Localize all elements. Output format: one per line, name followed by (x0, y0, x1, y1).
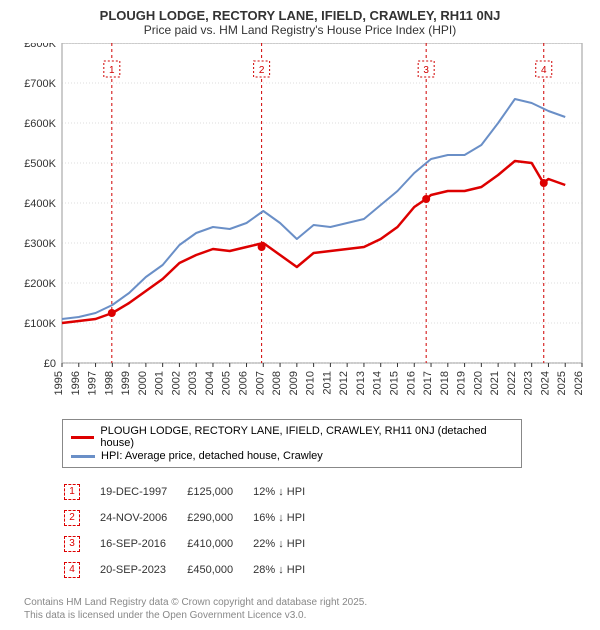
svg-text:1999: 1999 (120, 371, 132, 395)
marker-number-box: 1 (64, 484, 80, 500)
svg-text:1996: 1996 (70, 371, 82, 395)
marker-cell-date: 16-SEP-2016 (100, 532, 185, 556)
svg-text:2020: 2020 (472, 371, 484, 395)
marker-cell-delta: 12% ↓ HPI (253, 480, 323, 504)
footnote: Contains HM Land Registry data © Crown c… (24, 596, 588, 622)
table-row: 3 16-SEP-2016£410,00022% ↓ HPI (64, 532, 323, 556)
svg-text:2026: 2026 (573, 371, 585, 395)
svg-text:2004: 2004 (204, 371, 216, 395)
svg-text:£400K: £400K (24, 198, 56, 210)
marker-cell-date: 19-DEC-1997 (100, 480, 185, 504)
svg-text:2017: 2017 (422, 371, 434, 395)
chart-subtitle: Price paid vs. HM Land Registry's House … (12, 23, 588, 37)
svg-text:4: 4 (541, 65, 547, 76)
marker-cell-num: 1 (64, 480, 98, 504)
footnote-line: This data is licensed under the Open Gov… (24, 609, 588, 622)
legend-swatch (71, 455, 95, 458)
marker-cell-delta: 22% ↓ HPI (253, 532, 323, 556)
table-row: 1 19-DEC-1997£125,00012% ↓ HPI (64, 480, 323, 504)
svg-text:2007: 2007 (254, 371, 266, 395)
marker-cell-num: 3 (64, 532, 98, 556)
svg-text:1995: 1995 (53, 371, 65, 395)
svg-text:2: 2 (259, 65, 265, 76)
table-row: 2 24-NOV-2006£290,00016% ↓ HPI (64, 506, 323, 530)
svg-text:2006: 2006 (238, 371, 250, 395)
svg-text:2022: 2022 (506, 371, 518, 395)
svg-text:2018: 2018 (439, 371, 451, 395)
marker-number-box: 2 (64, 510, 80, 526)
svg-text:2002: 2002 (170, 371, 182, 395)
table-row: 4 20-SEP-2023£450,00028% ↓ HPI (64, 558, 323, 582)
marker-cell-price: £125,000 (187, 480, 251, 504)
svg-text:2000: 2000 (137, 371, 149, 395)
marker-number-box: 4 (64, 562, 80, 578)
chart-title: PLOUGH LODGE, RECTORY LANE, IFIELD, CRAW… (12, 8, 588, 23)
legend-row: HPI: Average price, detached house, Craw… (71, 450, 513, 462)
svg-text:2005: 2005 (221, 371, 233, 395)
marker-cell-delta: 16% ↓ HPI (253, 506, 323, 530)
marker-cell-delta: 28% ↓ HPI (253, 558, 323, 582)
svg-text:£200K: £200K (24, 278, 56, 290)
marker-cell-num: 2 (64, 506, 98, 530)
svg-text:2014: 2014 (372, 371, 384, 395)
marker-cell-num: 4 (64, 558, 98, 582)
svg-text:2003: 2003 (187, 371, 199, 395)
chart-svg: £0 £100K £200K £300K £400K £500K £600K £700K £80… (12, 43, 588, 413)
svg-text:2010: 2010 (305, 371, 317, 395)
marker-cell-price: £450,000 (187, 558, 251, 582)
marker-cell-price: £410,000 (187, 532, 251, 556)
svg-text:1: 1 (109, 65, 115, 76)
svg-text:2001: 2001 (154, 371, 166, 395)
svg-text:2023: 2023 (523, 371, 535, 395)
sale-markers-table: 1 19-DEC-1997£125,00012% ↓ HPI 2 24-NOV-200… (62, 478, 325, 584)
marker-cell-date: 24-NOV-2006 (100, 506, 185, 530)
marker-number-box: 3 (64, 536, 80, 552)
svg-text:£300K: £300K (24, 238, 56, 250)
svg-text:£0: £0 (44, 358, 56, 370)
footnote-line: Contains HM Land Registry data © Crown c… (24, 596, 588, 609)
svg-text:2008: 2008 (271, 371, 283, 395)
svg-text:2011: 2011 (321, 371, 333, 395)
svg-text:1997: 1997 (87, 371, 99, 395)
svg-text:2013: 2013 (355, 371, 367, 395)
svg-text:2016: 2016 (405, 371, 417, 395)
svg-text:£100K: £100K (24, 318, 56, 330)
marker-cell-price: £290,000 (187, 506, 251, 530)
legend-label: PLOUGH LODGE, RECTORY LANE, IFIELD, CRAW… (100, 425, 513, 449)
chart-plot-area: £0 £100K £200K £300K £400K £500K £600K £700K £80… (12, 43, 588, 413)
legend-label: HPI: Average price, detached house, Craw… (101, 450, 323, 462)
legend-row: PLOUGH LODGE, RECTORY LANE, IFIELD, CRAW… (71, 425, 513, 449)
svg-text:£700K: £700K (24, 78, 56, 90)
svg-text:£600K: £600K (24, 118, 56, 130)
svg-text:3: 3 (423, 65, 429, 76)
svg-text:£800K: £800K (24, 43, 56, 50)
svg-text:£500K: £500K (24, 158, 56, 170)
chart-legend: PLOUGH LODGE, RECTORY LANE, IFIELD, CRAW… (62, 419, 522, 468)
chart-container: PLOUGH LODGE, RECTORY LANE, IFIELD, CRAW… (0, 0, 600, 630)
svg-text:2021: 2021 (489, 371, 501, 395)
svg-text:1998: 1998 (103, 371, 115, 395)
svg-text:2025: 2025 (556, 371, 568, 395)
marker-cell-date: 20-SEP-2023 (100, 558, 185, 582)
legend-swatch (71, 436, 94, 439)
svg-text:2009: 2009 (288, 371, 300, 395)
svg-text:2015: 2015 (388, 371, 400, 395)
svg-text:2024: 2024 (539, 371, 551, 395)
svg-text:2012: 2012 (338, 371, 350, 395)
svg-text:2019: 2019 (456, 371, 468, 395)
